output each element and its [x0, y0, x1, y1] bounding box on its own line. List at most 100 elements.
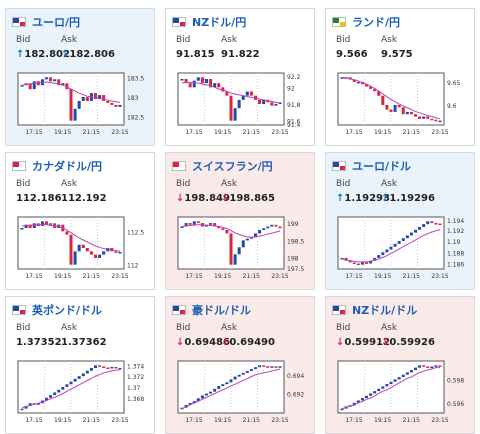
pair-name[interactable]: ランド/円	[352, 16, 401, 29]
mini-chart[interactable]: 112.5 112 17:15 19:15 21:15 23:15	[16, 215, 146, 285]
x-tick-label: 23:15	[431, 129, 448, 136]
candle-bar	[365, 262, 368, 264]
candle-bar	[233, 254, 237, 265]
currency-card[interactable]: NZドル/ドル Bid Ask ↓0.59912 ↓0.59926 0.598 0…	[325, 296, 475, 434]
y-tick-label: 91.4	[287, 122, 301, 129]
card-title[interactable]: NZドル/ドル	[332, 303, 417, 317]
y-tick-label: 92	[287, 85, 295, 92]
mini-chart[interactable]: 0.694 0.692 17:15 19:15 21:15 23:15	[176, 359, 306, 429]
x-tick-label: 21:15	[243, 273, 260, 280]
pair-name[interactable]: 豪ドル/ドル	[192, 304, 252, 317]
candle-bar	[397, 377, 401, 380]
y-tick-label: 1.372	[127, 374, 144, 381]
mini-chart[interactable]: 9.65 9.6 17:15 19:15 21:15 23:15	[336, 71, 466, 141]
candle-bar	[89, 251, 93, 255]
candle-bar	[401, 238, 405, 242]
candle-bar	[77, 244, 81, 252]
currency-card[interactable]: スイスフラン/円 Bid Ask ↓198.849 ↓198.865 199 19…	[165, 152, 315, 290]
ask-label: Ask	[221, 323, 238, 333]
chart-svg: 1.374 1.372 1.37 1.368 17:15 19:15 21:15 23:15	[17, 360, 144, 424]
ask-arrow: ↓	[221, 337, 230, 348]
y-tick-label: 1.37	[127, 385, 141, 392]
pair-name[interactable]: NZドル/円	[192, 16, 247, 29]
y-tick-label: 199	[287, 221, 299, 228]
bid-label: Bid	[176, 35, 191, 45]
x-tick-label: 17:15	[345, 417, 362, 424]
x-tick-label: 23:15	[111, 273, 128, 280]
pair-name[interactable]: スイスフラン/円	[192, 160, 273, 173]
card-title[interactable]: スイスフラン/円	[172, 159, 273, 173]
card-title[interactable]: ユーロ/円	[12, 15, 80, 29]
flag-icon	[12, 161, 26, 171]
candle-bar	[28, 83, 32, 90]
pair-name[interactable]: NZドル/ドル	[352, 304, 418, 317]
currency-card[interactable]: 豪ドル/ドル Bid Ask ↓0.69486 ↓0.69490 0.694 0.…	[165, 296, 315, 434]
moving-average-line	[181, 81, 281, 104]
candle-bar	[118, 104, 122, 107]
candle-bar	[278, 102, 282, 104]
currency-card[interactable]: ユーロ/円 Bid Ask ↑182.802 ↑182.806 183.5 183…	[5, 8, 155, 146]
card-title[interactable]: 豪ドル/ドル	[172, 303, 251, 317]
ask-label: Ask	[61, 35, 78, 45]
card-title[interactable]: 英ポンド/ドル	[12, 303, 102, 317]
candle-bar	[205, 224, 208, 227]
candle-bar	[254, 367, 257, 370]
y-tick-label: 1.186	[447, 262, 464, 269]
bid-arrow: ↓	[176, 193, 185, 204]
moving-average-line	[341, 229, 441, 263]
mini-chart[interactable]: 92.2 92 91.8 91.6 91.4 17:15 19:15 21:15 23:15	[176, 71, 306, 141]
currency-card[interactable]: NZドル/円 Bid Ask 91.815 91.822 92.2 92 91.8 9…	[165, 8, 315, 146]
mini-chart[interactable]: 1.374 1.372 1.37 1.368 17:15 19:15 21:15 23:15	[16, 359, 146, 429]
ask-value: 9.575	[381, 49, 413, 60]
moving-average-line	[341, 367, 440, 410]
candle-bar	[385, 104, 389, 110]
candle-bar	[409, 370, 413, 373]
mini-chart[interactable]: 183.5 183 182.5 17:15 19:15 21:15 23:15	[16, 71, 146, 141]
card-title[interactable]: ユーロ/ドル	[332, 159, 411, 173]
bid-label: Bid	[16, 35, 31, 45]
currency-card[interactable]: カナダドル/円 Bid Ask 112.186 112.192 112.5 112…	[5, 152, 155, 290]
x-tick-label: 23:15	[271, 129, 288, 136]
candle-bar	[340, 257, 344, 260]
ask-label: Ask	[221, 35, 238, 45]
pair-name[interactable]: 英ポンド/ドル	[32, 304, 103, 317]
candle-bar	[85, 248, 89, 252]
card-title[interactable]: NZドル/円	[172, 15, 246, 29]
candle-bar	[188, 223, 192, 225]
candle-bar	[209, 391, 213, 394]
currency-card[interactable]: ユーロ/ドル Bid Ask ↑1.19293 ↑1.19296 1.194 1.…	[325, 152, 475, 290]
currency-card[interactable]: ランド/円 Bid Ask 9.566 9.575 9.65 9.6 17:15 19…	[325, 8, 475, 146]
pair-name[interactable]: カナダドル/円	[32, 160, 103, 173]
mini-chart[interactable]: 199 198.5 198 197.5 17:15 19:15 21:15 23:15	[176, 215, 306, 285]
ask-arrow: ↓	[221, 193, 230, 204]
mini-chart[interactable]: 0.598 0.596 17:15 19:15 21:15 23:15	[336, 359, 466, 429]
candle-bar	[69, 234, 73, 265]
y-tick-label: 1.194	[447, 218, 464, 225]
pair-name[interactable]: ユーロ/円	[32, 16, 81, 29]
ask-arrow: ↑	[61, 49, 70, 60]
candle-bar	[196, 77, 200, 81]
candle-bar	[81, 97, 85, 101]
card-title[interactable]: カナダドル/円	[12, 159, 102, 173]
candle-bar	[360, 81, 364, 85]
mini-chart[interactable]: 1.194 1.192 1.19 1.188 1.186 17:15 19:15 21:15 2…	[336, 215, 466, 285]
ask-arrow: ↑	[381, 193, 390, 204]
ask-label: Ask	[381, 35, 398, 45]
x-tick-label: 19:15	[374, 129, 391, 136]
y-tick-label: 182.5	[127, 115, 144, 122]
candle-bar	[118, 252, 122, 254]
currency-card[interactable]: 英ポンド/ドル Bid Ask 1.37352 1.37362 1.374 1.3…	[5, 296, 155, 434]
x-tick-label: 17:15	[345, 273, 362, 280]
candle-bar	[28, 403, 32, 406]
y-tick-label: 91.6	[287, 119, 301, 126]
pair-name[interactable]: ユーロ/ドル	[352, 160, 412, 173]
bid-value: ↑182.802	[16, 49, 70, 60]
x-tick-label: 23:15	[111, 129, 128, 136]
ask-label: Ask	[381, 179, 398, 189]
x-tick-label: 19:15	[374, 273, 391, 280]
card-title[interactable]: ランド/円	[332, 15, 400, 29]
candle-bar	[352, 262, 356, 264]
bid-arrow: ↑	[336, 193, 345, 204]
bid-value: ↓0.69486	[176, 337, 230, 348]
bid-value: ↑1.19293	[336, 193, 390, 204]
